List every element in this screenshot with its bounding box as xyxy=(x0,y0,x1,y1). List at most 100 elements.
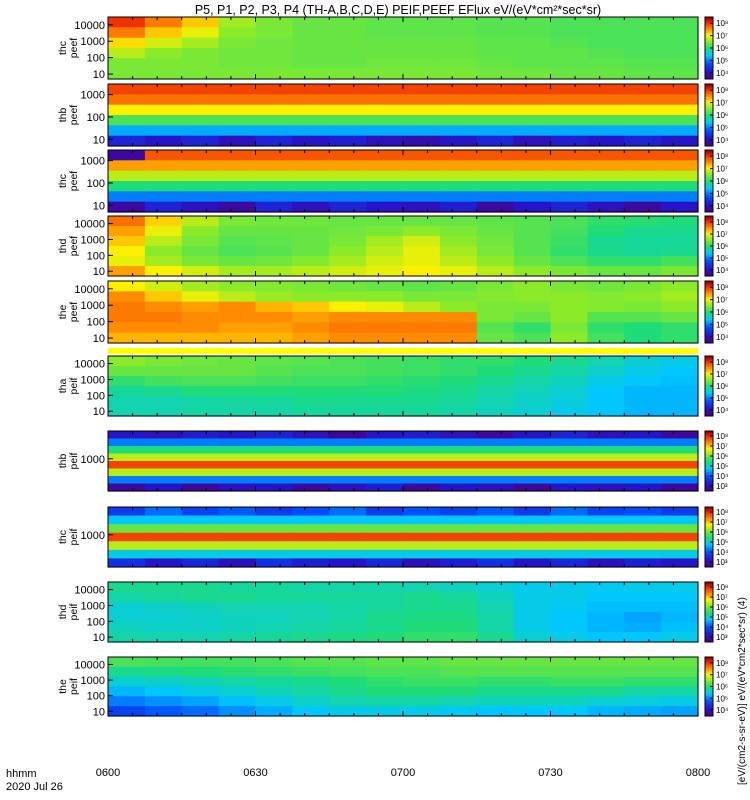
heatmap-cell xyxy=(181,386,220,397)
heatmap-cell xyxy=(108,657,146,668)
colorbar-swatch xyxy=(705,138,713,141)
heatmap-cell xyxy=(218,312,257,323)
heatmap-cell xyxy=(181,507,220,517)
heatmap-cell xyxy=(476,104,515,116)
heatmap-cell xyxy=(439,115,478,126)
heatmap-cell xyxy=(661,281,699,292)
colorbar-swatch xyxy=(705,661,713,664)
heatmap-cell xyxy=(181,592,220,603)
colorbar-swatch xyxy=(705,332,713,335)
heatmap-cell xyxy=(476,170,515,182)
heatmap-cell xyxy=(255,396,293,407)
heatmap-cell xyxy=(329,84,367,95)
heatmap-cell xyxy=(144,58,183,70)
colorbar-swatch xyxy=(705,528,713,530)
heatmap-cell xyxy=(329,181,367,192)
colorbar-swatch xyxy=(705,46,713,49)
heatmap-cell xyxy=(329,37,367,49)
colorbar-swatch xyxy=(705,44,713,47)
heatmap-cell xyxy=(255,686,293,697)
heatmap-cell xyxy=(403,256,441,267)
colorbar-swatch xyxy=(705,288,713,291)
heatmap-cell xyxy=(587,201,625,213)
heatmap-cell xyxy=(144,366,183,377)
colorbar-swatch xyxy=(705,562,713,565)
heatmap-cell xyxy=(108,468,146,477)
heatmap-cell xyxy=(329,104,367,116)
heatmap-cell xyxy=(550,676,588,688)
colorbar-swatch xyxy=(705,249,713,251)
heatmap-cell xyxy=(439,476,478,485)
heatmap-cell xyxy=(513,468,552,477)
heatmap-cell xyxy=(476,27,515,39)
heatmap-cell xyxy=(108,622,146,633)
heatmap-cell xyxy=(587,94,625,106)
heatmap-cell xyxy=(218,622,257,633)
heatmap-cell xyxy=(366,431,404,440)
heatmap-cell xyxy=(661,256,699,267)
heatmap-cell xyxy=(513,406,552,417)
heatmap-cell xyxy=(366,356,404,367)
heatmap-cell xyxy=(550,386,588,397)
heatmap-cell xyxy=(439,181,478,192)
heatmap-cell xyxy=(587,17,625,28)
heatmap-cell xyxy=(108,612,146,623)
heatmap-cell xyxy=(476,125,515,137)
heatmap-cell xyxy=(550,632,588,643)
colorbar-tick-label: 10⁴ xyxy=(716,202,729,211)
heatmap-cell xyxy=(144,115,183,126)
heatmap-cell xyxy=(329,191,367,203)
colorbar-swatch xyxy=(705,541,713,544)
heatmap-cell xyxy=(439,366,478,377)
heatmap-cell xyxy=(292,27,330,39)
colorbar-swatch xyxy=(705,444,713,447)
colorbar-swatch xyxy=(705,184,713,187)
heatmap-cell xyxy=(439,94,478,106)
time-tick-label: 0730 xyxy=(538,767,562,779)
heatmap-cell xyxy=(181,236,220,247)
heatmap-cell xyxy=(439,582,478,593)
heatmap-cell xyxy=(403,438,441,447)
heatmap-cell xyxy=(108,602,146,613)
heatmap-cell xyxy=(587,366,625,377)
heatmap-cell xyxy=(550,17,588,28)
heatmap-cell xyxy=(550,201,588,213)
heatmap-cell xyxy=(439,160,478,172)
heatmap-cell xyxy=(144,160,183,172)
heatmap-cell xyxy=(476,312,515,323)
heatmap-cell xyxy=(403,476,441,485)
colorbar-swatch xyxy=(705,302,713,305)
heatmap-cell xyxy=(587,622,625,633)
colorbar-swatch xyxy=(705,550,713,553)
heatmap-cell xyxy=(476,94,515,106)
heatmap-cell xyxy=(661,666,699,678)
heatmap-cell xyxy=(476,686,515,697)
heatmap-cell xyxy=(587,160,625,172)
colorbar-swatch xyxy=(705,327,713,330)
heatmap-cell xyxy=(403,17,441,28)
panel-label: thapeif xyxy=(57,377,80,394)
colorbar-swatch xyxy=(705,318,713,321)
heatmap-cell xyxy=(661,696,699,707)
heatmap-cell xyxy=(439,17,478,28)
heatmap-cell xyxy=(366,483,404,492)
heatmap-cell xyxy=(550,281,588,292)
colorbar-swatch xyxy=(705,589,713,592)
heatmap-cell xyxy=(439,27,478,39)
heatmap-cell xyxy=(439,291,478,303)
heatmap-cell xyxy=(587,312,625,323)
heatmap-cell xyxy=(439,507,478,517)
colorbar-swatch xyxy=(705,690,713,693)
heatmap-cell xyxy=(108,322,146,334)
colorbar-swatch xyxy=(705,256,713,259)
heatmap-cell xyxy=(366,27,404,39)
heatmap-cell xyxy=(624,431,662,440)
heatmap-cell xyxy=(476,632,515,643)
heatmap-cell xyxy=(255,104,293,116)
heatmap-cell xyxy=(181,104,220,116)
heatmap-cell xyxy=(403,686,441,697)
heatmap-cell xyxy=(181,312,220,323)
colorbar-swatch xyxy=(705,207,713,210)
heatmap-cell xyxy=(144,104,183,116)
